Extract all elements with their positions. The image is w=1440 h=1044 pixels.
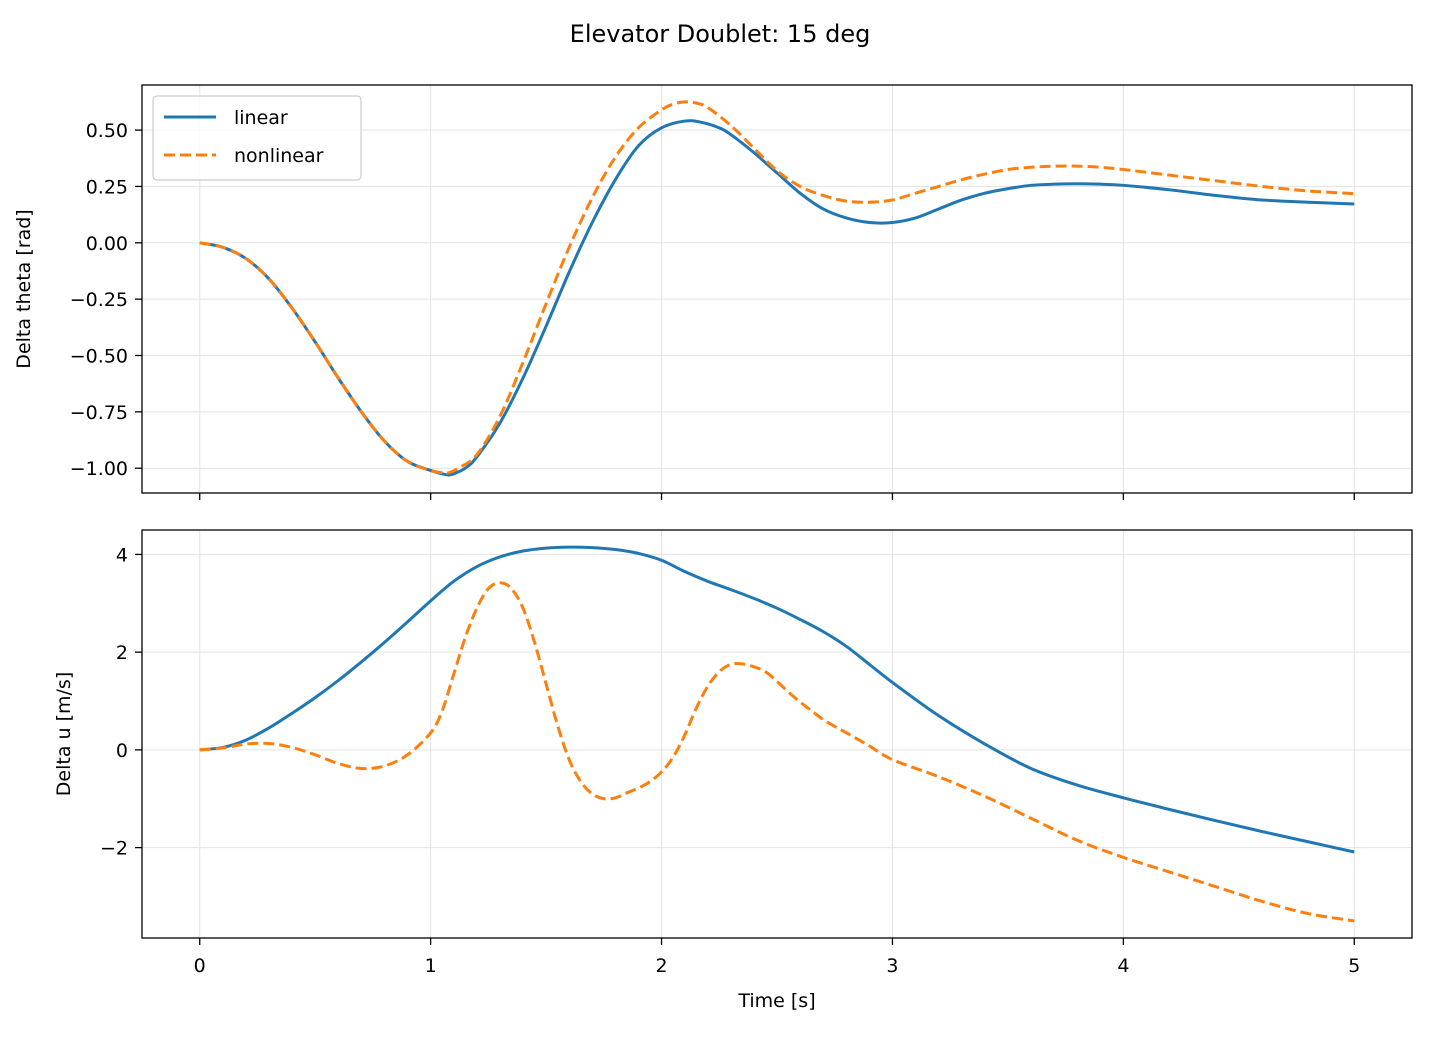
- bottom-lines: [199, 545, 1355, 923]
- bottom-y-axis-label: Delta u [m/s]: [53, 672, 75, 796]
- bottom-x-tick-label: 3: [886, 955, 898, 977]
- legend-nonlinear-label: nonlinear: [234, 145, 324, 167]
- top-y-axis-label: Delta theta [rad]: [13, 209, 35, 368]
- bottom-y-tick-label: 0: [116, 740, 128, 762]
- bottom-x-tick-label: 1: [425, 955, 437, 977]
- top-nonlinear-series-line: [199, 100, 1355, 475]
- bottom-nonlinear-series-line: [199, 581, 1355, 923]
- x-axis-label: Time [s]: [737, 990, 815, 1012]
- bottom-y-tick-label: −2: [100, 838, 128, 860]
- bottom-y-tick-label: 2: [116, 642, 128, 664]
- top-panel: 0.50 0.25 0.00 −0.25 −0.50 −0.75 −1.00 Delta t…: [13, 84, 1413, 500]
- top-linear-series-line: [199, 119, 1355, 477]
- top-ticks: 0.50 0.25 0.00 −0.25 −0.50 −0.75 −1.00: [70, 120, 1355, 500]
- top-y-tick-label: −1.00: [70, 458, 128, 480]
- bottom-linear-series-line: [199, 545, 1355, 854]
- legend: linear nonlinear: [152, 95, 362, 181]
- bottom-x-tick-label: 5: [1348, 955, 1360, 977]
- legend-linear-label: linear: [234, 107, 288, 129]
- bottom-grid: [142, 530, 1412, 938]
- bottom-x-tick-label: 0: [194, 955, 206, 977]
- figure-title: Elevator Doublet: 15 deg: [570, 20, 871, 48]
- bottom-x-tick-label: 2: [655, 955, 667, 977]
- top-lines: [199, 100, 1355, 477]
- bottom-axes-frame: [141, 529, 1413, 939]
- top-y-tick-label: −0.50: [70, 345, 128, 367]
- top-axes-frame: [141, 84, 1413, 494]
- top-y-tick-label: 0.00: [86, 233, 128, 255]
- top-y-tick-label: 0.50: [86, 120, 128, 142]
- bottom-ticks: 0 1 2 3 4 5 4 2 0 −2: [100, 544, 1360, 977]
- top-y-tick-label: −0.25: [70, 289, 128, 311]
- top-y-tick-label: 0.25: [86, 176, 128, 198]
- bottom-panel: 0 1 2 3 4 5 4 2 0 −2 Delta u [m/s] Time [s]: [53, 529, 1413, 1012]
- bottom-x-tick-label: 4: [1117, 955, 1129, 977]
- top-y-tick-label: −0.75: [70, 402, 128, 424]
- bottom-y-tick-label: 4: [116, 544, 128, 566]
